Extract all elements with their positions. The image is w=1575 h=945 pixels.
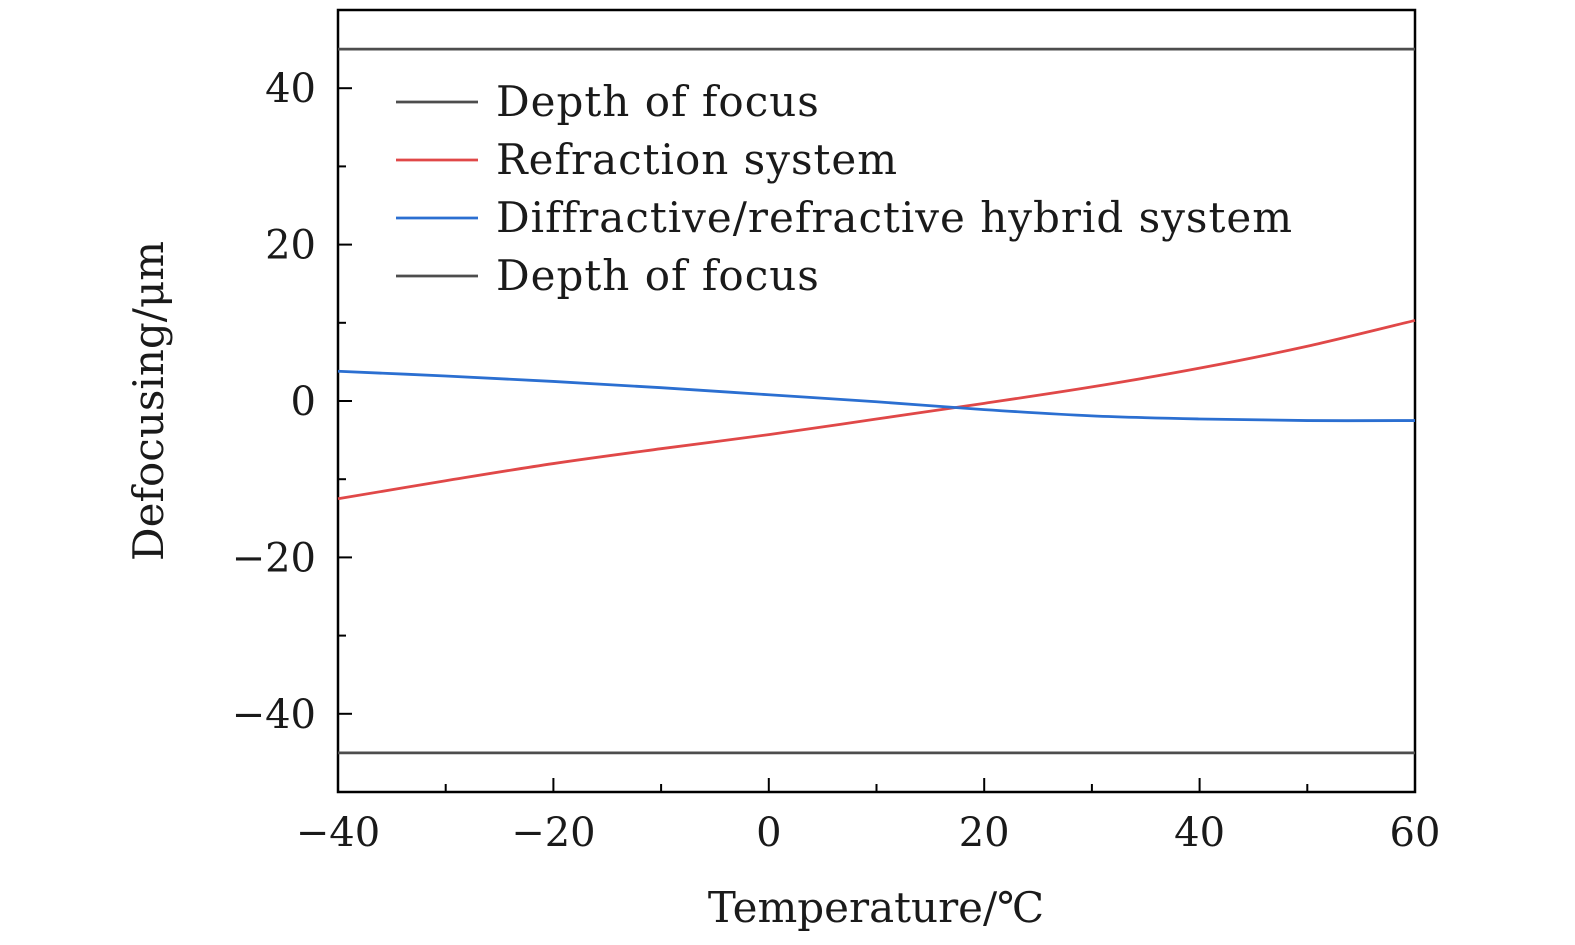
x-tick-label: −20	[511, 810, 595, 856]
y-tick-label: 40	[265, 66, 316, 112]
x-tick-label: 20	[959, 810, 1010, 856]
series-hybrid-system	[337, 369, 1416, 423]
series-lines	[337, 47, 1416, 755]
x-axis-title: Temperature/℃	[708, 883, 1044, 932]
x-tick-label: 0	[756, 810, 781, 856]
legend-label: Depth of focus	[496, 251, 820, 300]
y-tick-label: 20	[265, 223, 316, 269]
x-tick-label: −40	[296, 810, 380, 856]
legend-label: Diffractive/refractive hybrid system	[496, 193, 1293, 242]
y-axis-title: Defocusing/μm	[124, 241, 173, 561]
x-tick-label: 40	[1174, 810, 1225, 856]
legend: Depth of focus Refraction system Diffracti…	[396, 77, 1293, 300]
y-tick-label: −20	[232, 535, 316, 581]
axis-ticks: −40 −20 0 20 40 60 −40 −20 0 20 40	[232, 66, 1441, 856]
y-tick-label: −40	[232, 692, 316, 738]
x-tick-label: 60	[1390, 810, 1441, 856]
legend-label: Depth of focus	[496, 77, 820, 126]
series-refraction-system	[337, 319, 1416, 501]
legend-label: Refraction system	[496, 135, 898, 184]
y-tick-label: 0	[291, 379, 316, 425]
